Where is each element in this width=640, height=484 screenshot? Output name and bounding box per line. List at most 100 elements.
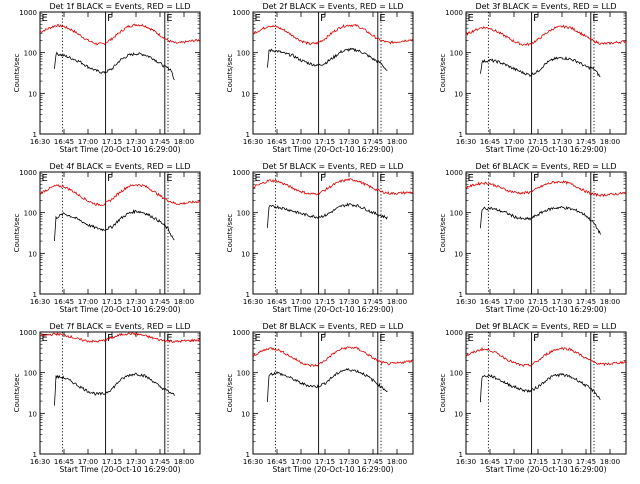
y-tick-label: 10 <box>28 410 37 418</box>
x-axis-label: Start Time (20-Oct-10 16:29:00) <box>59 145 180 154</box>
detector-panel: Det 3f BLACK = Events, RED = LLD 1 10 100 10… <box>439 2 627 154</box>
x-tick-label: 17:45 <box>576 458 596 466</box>
y-axis-label: Counts/sec <box>226 214 234 253</box>
state-marker-label: F <box>107 13 113 24</box>
state-marker-label: F <box>320 333 326 344</box>
x-tick-label: 16:45 <box>267 458 287 466</box>
events-trace <box>267 367 388 403</box>
x-tick-label: 16:45 <box>480 138 500 146</box>
y-tick-label: 1000 <box>445 169 463 177</box>
detector-panel: Det 1f BLACK = Events, RED = LLD 1 10 100 10… <box>13 2 201 154</box>
x-tick-label: 17:30 <box>552 458 572 466</box>
x-tick-label: 16:45 <box>54 458 74 466</box>
x-tick-label: 17:00 <box>504 138 524 146</box>
y-tick-label: 10 <box>241 410 250 418</box>
y-tick-label: 100 <box>237 210 250 218</box>
y-tick-label: 1000 <box>232 329 250 337</box>
state-marker-label: F <box>533 173 539 184</box>
state-marker-label: E <box>255 173 261 184</box>
x-tick-label: 16:30 <box>243 298 263 306</box>
y-axis-label: Counts/sec <box>226 54 234 93</box>
panel-title: Det 4f BLACK = Events, RED = LLD <box>49 162 190 171</box>
x-tick-label: 16:30 <box>456 298 476 306</box>
x-tick-label: 16:45 <box>480 298 500 306</box>
x-tick-label: 17:45 <box>363 138 383 146</box>
y-tick-label: 1 <box>33 291 37 299</box>
state-marker-label: E <box>166 173 172 184</box>
x-tick-label: 16:30 <box>30 298 50 306</box>
x-tick-label: 17:45 <box>576 298 596 306</box>
y-tick-label: 10 <box>241 250 250 258</box>
x-tick-label: 16:30 <box>456 458 476 466</box>
x-tick-label: 17:45 <box>150 298 170 306</box>
x-tick-label: 16:30 <box>456 138 476 146</box>
x-tick-label: 18:00 <box>600 138 620 146</box>
y-axis-label: Counts/sec <box>439 374 447 413</box>
panel-title: Det 7f BLACK = Events, RED = LLD <box>49 322 190 331</box>
y-axis-label: Counts/sec <box>439 214 447 253</box>
x-tick-label: 17:15 <box>102 138 122 146</box>
x-tick-label: 18:00 <box>387 138 407 146</box>
x-tick-label: 16:45 <box>267 138 287 146</box>
panel-title: Det 6f BLACK = Events, RED = LLD <box>475 162 616 171</box>
y-tick-label: 100 <box>237 370 250 378</box>
y-tick-label: 1 <box>33 131 37 139</box>
y-tick-label: 100 <box>450 50 463 58</box>
y-tick-label: 1000 <box>19 329 37 337</box>
x-axis-label: Start Time (20-Oct-10 16:29:00) <box>59 465 180 474</box>
y-axis-label: Counts/sec <box>439 54 447 93</box>
state-marker-label: E <box>42 13 48 24</box>
events-trace <box>267 202 388 228</box>
x-tick-label: 17:30 <box>552 298 572 306</box>
y-tick-label: 100 <box>237 50 250 58</box>
y-tick-label: 10 <box>454 90 463 98</box>
x-tick-label: 17:30 <box>339 298 359 306</box>
x-tick-label: 17:00 <box>504 458 524 466</box>
plot-frame <box>465 331 627 455</box>
detector-panel: Det 7f BLACK = Events, RED = LLD 1 10 100 10… <box>13 322 201 474</box>
lld-trace <box>39 23 201 46</box>
x-tick-label: 17:30 <box>126 458 146 466</box>
x-tick-label: 17:30 <box>126 298 146 306</box>
x-tick-label: 17:00 <box>291 138 311 146</box>
lld-trace <box>252 346 414 368</box>
x-tick-label: 17:00 <box>78 138 98 146</box>
plot-frame <box>252 11 414 135</box>
state-marker-label: E <box>468 333 474 344</box>
y-tick-label: 100 <box>24 210 37 218</box>
plot-frame <box>465 11 627 135</box>
x-tick-label: 17:00 <box>78 458 98 466</box>
y-tick-label: 100 <box>24 50 37 58</box>
lld-trace <box>465 179 626 198</box>
x-tick-label: 17:30 <box>339 138 359 146</box>
panel-title: Det 8f BLACK = Events, RED = LLD <box>262 322 403 331</box>
y-tick-label: 1 <box>246 451 250 459</box>
plot-frame <box>465 171 627 295</box>
lld-trace <box>39 184 201 207</box>
x-tick-label: 16:30 <box>243 458 263 466</box>
state-marker-label: E <box>379 13 385 24</box>
state-marker-label: F <box>320 173 326 184</box>
events-trace <box>54 372 175 406</box>
x-tick-label: 17:15 <box>528 298 548 306</box>
y-axis-label: Counts/sec <box>13 214 21 253</box>
x-tick-label: 17:30 <box>126 138 146 146</box>
x-axis-label: Start Time (20-Oct-10 16:29:00) <box>272 145 393 154</box>
plot-frame <box>252 331 414 455</box>
panel-title: Det 3f BLACK = Events, RED = LLD <box>475 2 616 11</box>
panel-title: Det 2f BLACK = Events, RED = LLD <box>262 2 403 11</box>
y-tick-label: 1 <box>459 291 463 299</box>
plot-frame <box>252 171 414 295</box>
x-axis-label: Start Time (20-Oct-10 16:29:00) <box>272 465 393 474</box>
x-tick-label: 16:45 <box>267 298 287 306</box>
x-tick-label: 17:15 <box>102 298 122 306</box>
detector-panel: Det 4f BLACK = Events, RED = LLD 1 10 100 10… <box>13 162 201 314</box>
x-axis-label: Start Time (20-Oct-10 16:29:00) <box>485 465 606 474</box>
x-tick-label: 17:15 <box>315 298 335 306</box>
detector-panel: Det 5f BLACK = Events, RED = LLD 1 10 100 10… <box>226 162 414 314</box>
x-axis-label: Start Time (20-Oct-10 16:29:00) <box>485 145 606 154</box>
state-marker-label: E <box>592 13 598 24</box>
state-marker-label: E <box>379 333 385 344</box>
